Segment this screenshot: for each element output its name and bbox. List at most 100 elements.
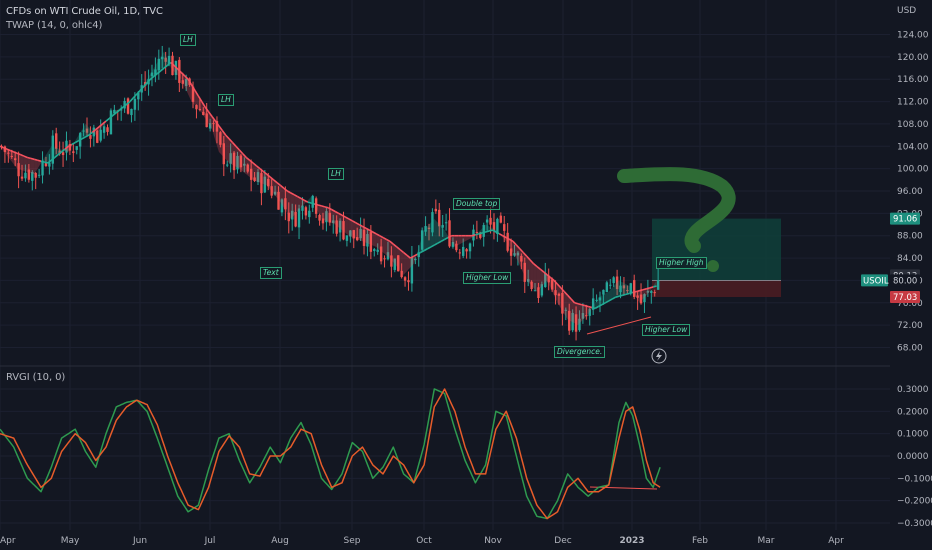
twap-segment: [105, 117, 110, 122]
candle-body: [564, 309, 567, 311]
candle-body: [58, 150, 61, 155]
twap-segment: [235, 145, 240, 151]
candle-body: [106, 127, 109, 132]
osc-tick-label: −0.3000: [897, 519, 932, 529]
x-tick-label: Nov: [484, 536, 502, 546]
twap-fill: [513, 241, 517, 259]
twap-fill: [256, 165, 260, 183]
replay-icon[interactable]: [651, 348, 667, 364]
candle-body: [167, 55, 171, 65]
label-lh-2[interactable]: LH: [218, 94, 234, 106]
candle-body: [154, 69, 157, 76]
indicator-legend[interactable]: TWAP (14, 0, ohlc4): [6, 20, 103, 31]
twap-segment: [74, 139, 80, 144]
twap-fill: [283, 188, 288, 214]
candle-body: [31, 172, 34, 181]
twap-segment: [646, 287, 651, 290]
candle-body: [383, 258, 386, 260]
twap-fill: [571, 299, 575, 324]
twap-segment: [85, 134, 90, 138]
twap-fill: [82, 123, 86, 139]
candle-body: [656, 280, 660, 290]
twap-segment: [632, 290, 637, 294]
twap-segment: [351, 220, 357, 224]
twap-segment: [167, 61, 172, 66]
twap-fill: [530, 259, 534, 288]
oscillator-legend[interactable]: RVGI (10, 0): [6, 372, 66, 383]
label-double-top[interactable]: Double top: [453, 198, 501, 210]
candle-body: [438, 209, 441, 227]
candle-body: [513, 253, 516, 256]
question-mark-drawing[interactable]: [617, 167, 736, 272]
twap-fill: [523, 252, 527, 281]
label-text[interactable]: Text: [260, 267, 282, 279]
twap-fill: [444, 230, 449, 240]
twap-segment: [372, 231, 377, 235]
candle-body: [485, 219, 489, 223]
twap-fill: [427, 222, 431, 249]
candle-body: [427, 227, 431, 230]
twap-segment: [211, 116, 217, 122]
twap-fill: [595, 297, 599, 309]
label-lh-1[interactable]: LH: [180, 34, 196, 46]
candle-body: [219, 132, 222, 145]
twap-segment: [286, 190, 292, 194]
candle-body: [636, 295, 639, 298]
twap-segment: [355, 221, 360, 226]
twap-segment: [519, 248, 524, 254]
candle-body: [24, 172, 27, 179]
twap-fill: [287, 191, 291, 219]
twap-segment: [577, 302, 582, 306]
twap-segment: [293, 194, 298, 198]
candle-body: [506, 232, 509, 251]
twap-fill: [465, 235, 469, 242]
twap-fill: [44, 151, 48, 164]
candle-body: [150, 72, 154, 76]
candle-body: [304, 207, 308, 216]
twap-fill: [20, 154, 24, 171]
twap-fill: [619, 280, 623, 297]
twap-fill: [10, 150, 14, 165]
twap-segment: [574, 302, 579, 305]
candle-body: [133, 98, 137, 110]
candle-body: [75, 146, 78, 150]
twap-segment: [447, 235, 452, 239]
label-higher-low-2[interactable]: Higher Low: [642, 324, 691, 336]
candle-body: [27, 169, 31, 180]
twap-segment: [495, 231, 500, 235]
label-higher-low-1[interactable]: Higher Low: [463, 272, 512, 284]
twap-segment: [102, 120, 107, 125]
label-divergence[interactable]: Divergence.: [554, 346, 606, 358]
twap-fill: [147, 73, 151, 83]
twap-segment: [78, 138, 83, 142]
twap-fill: [229, 138, 233, 165]
candle-body: [161, 56, 164, 60]
x-tick-label: Mar: [758, 536, 775, 546]
oscillator-axis[interactable]: 0.3000 0.2000 0.1000 0.0000 −0.1000 −0.2000 −0…: [897, 385, 932, 529]
time-axis[interactable]: Apr May Jun Jul Aug Sep Oct Nov Dec 2023 Feb Mar Apr: [0, 536, 844, 546]
candle-body: [355, 237, 359, 241]
twap-fill: [581, 304, 585, 322]
price-divergence-line: [586, 316, 652, 335]
candle-body: [574, 314, 578, 332]
stop-price-tag-bg: [890, 291, 920, 304]
candle-body: [3, 146, 7, 153]
x-tick-label: Apr: [828, 536, 844, 546]
twap-segment: [485, 230, 490, 233]
twap-segment: [396, 246, 401, 251]
candle-body: [120, 109, 123, 111]
candle-body: [191, 86, 195, 102]
label-lh-3[interactable]: LH: [328, 168, 344, 180]
candle-body: [267, 178, 270, 187]
candle-body: [273, 191, 277, 195]
twap-segment: [550, 277, 555, 282]
y-tick-label: 108.00: [897, 120, 929, 130]
candle-body: [492, 222, 496, 231]
twap-segment: [136, 89, 141, 95]
twap-fill: [273, 179, 278, 198]
y-tick-label: 68.00: [897, 344, 923, 354]
candle-body: [359, 228, 362, 239]
twap-fill: [311, 196, 315, 205]
label-higher-high[interactable]: Higher High: [656, 257, 707, 269]
